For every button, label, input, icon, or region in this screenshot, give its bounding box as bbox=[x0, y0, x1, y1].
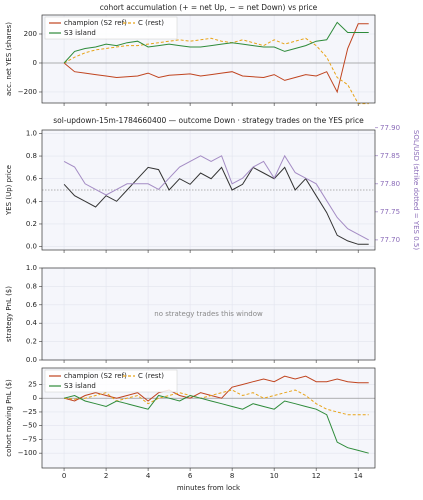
y-tick-label: 0.0 bbox=[26, 356, 37, 364]
chart-title: sol-updown-15m-1784660400 — outcome Down… bbox=[53, 116, 364, 125]
x-tick-label: 14 bbox=[354, 472, 363, 480]
y-axis-label: cohort moving PnL ($) bbox=[5, 379, 13, 457]
plot-frame bbox=[41, 267, 376, 361]
y2-tick-label: 77.70 bbox=[380, 236, 400, 244]
y2-tick-label: 77.75 bbox=[380, 208, 400, 216]
legend-label: C (rest) bbox=[138, 19, 164, 27]
plot-frame bbox=[41, 14, 376, 104]
x-tick-label: 10 bbox=[270, 472, 279, 480]
y-tick-label: 1.0 bbox=[26, 129, 37, 137]
series-line bbox=[64, 389, 369, 416]
series-line bbox=[63, 394, 369, 454]
y-tick-label: 0 bbox=[33, 59, 37, 67]
y-tick-label: 200 bbox=[24, 30, 37, 38]
x-tick-label: 4 bbox=[146, 472, 151, 480]
plot-frame bbox=[41, 129, 376, 251]
y2-tick-label: 77.80 bbox=[380, 180, 400, 188]
series-line bbox=[63, 21, 369, 64]
series-line bbox=[63, 166, 369, 245]
y-axis-label: YES (Up) price bbox=[5, 165, 13, 216]
plot-frame bbox=[41, 367, 376, 469]
series-line bbox=[63, 154, 369, 241]
legend-label: S3 island bbox=[64, 382, 96, 390]
series-line bbox=[63, 37, 369, 105]
legend-label: C (rest) bbox=[138, 372, 164, 380]
x-tick-label: 8 bbox=[230, 472, 234, 480]
y-tick-label: 0.4 bbox=[26, 197, 38, 205]
x-tick-label: 6 bbox=[188, 472, 193, 480]
x-tick-label: 12 bbox=[312, 472, 321, 480]
legend-label: champion (S2 ref) bbox=[64, 19, 127, 27]
y-tick-label: 0.8 bbox=[26, 152, 37, 160]
y-tick-label: 0.0 bbox=[26, 243, 37, 251]
y-axis-label: strategy PnL ($) bbox=[5, 286, 13, 342]
y-tick-label: 25 bbox=[28, 380, 37, 388]
y-axis-label: acc. net YES (shares) bbox=[5, 22, 13, 96]
y-tick-label: −25 bbox=[22, 408, 37, 416]
y-tick-label: 0.6 bbox=[26, 301, 38, 309]
legend-box bbox=[44, 369, 178, 393]
y2-tick-label: 77.90 bbox=[380, 124, 400, 132]
legend-label: champion (S2 ref) bbox=[64, 372, 127, 380]
series-line bbox=[63, 375, 369, 402]
legend: champion (S2 ref) C (rest) S3 island bbox=[44, 369, 178, 393]
y-tick-label: −100 bbox=[18, 449, 37, 457]
x-tick-label: 2 bbox=[104, 472, 108, 480]
annotation: no strategy trades this window bbox=[154, 310, 263, 318]
y-tick-label: −75 bbox=[22, 435, 37, 443]
plot-area bbox=[42, 268, 375, 360]
y-tick-label: 0.2 bbox=[26, 338, 37, 346]
y-tick-label: 0.8 bbox=[26, 282, 37, 290]
chart-title: cohort accumulation (+ = net Up, − = net… bbox=[100, 3, 318, 12]
y2-axis-label: SOL/USD (strike dotted = YES 0.5) bbox=[412, 130, 420, 250]
legend-box bbox=[44, 16, 178, 40]
series-line bbox=[63, 23, 369, 94]
y-tick-label: 1.0 bbox=[26, 264, 37, 272]
x-tick-label: 0 bbox=[62, 472, 66, 480]
y-tick-label: −50 bbox=[22, 422, 37, 430]
legend-label: S3 island bbox=[64, 29, 96, 37]
y-tick-label: −200 bbox=[18, 88, 37, 96]
x-axis-label: minutes from lock bbox=[177, 484, 241, 492]
y2-tick-label: 77.85 bbox=[380, 152, 400, 160]
legend: champion (S2 ref) C (rest) S3 island bbox=[44, 16, 178, 40]
y-tick-label: 0 bbox=[33, 394, 37, 402]
y-tick-label: 0.6 bbox=[26, 175, 38, 183]
y-tick-label: 0.4 bbox=[26, 319, 38, 327]
y-tick-label: 0.2 bbox=[26, 220, 37, 228]
